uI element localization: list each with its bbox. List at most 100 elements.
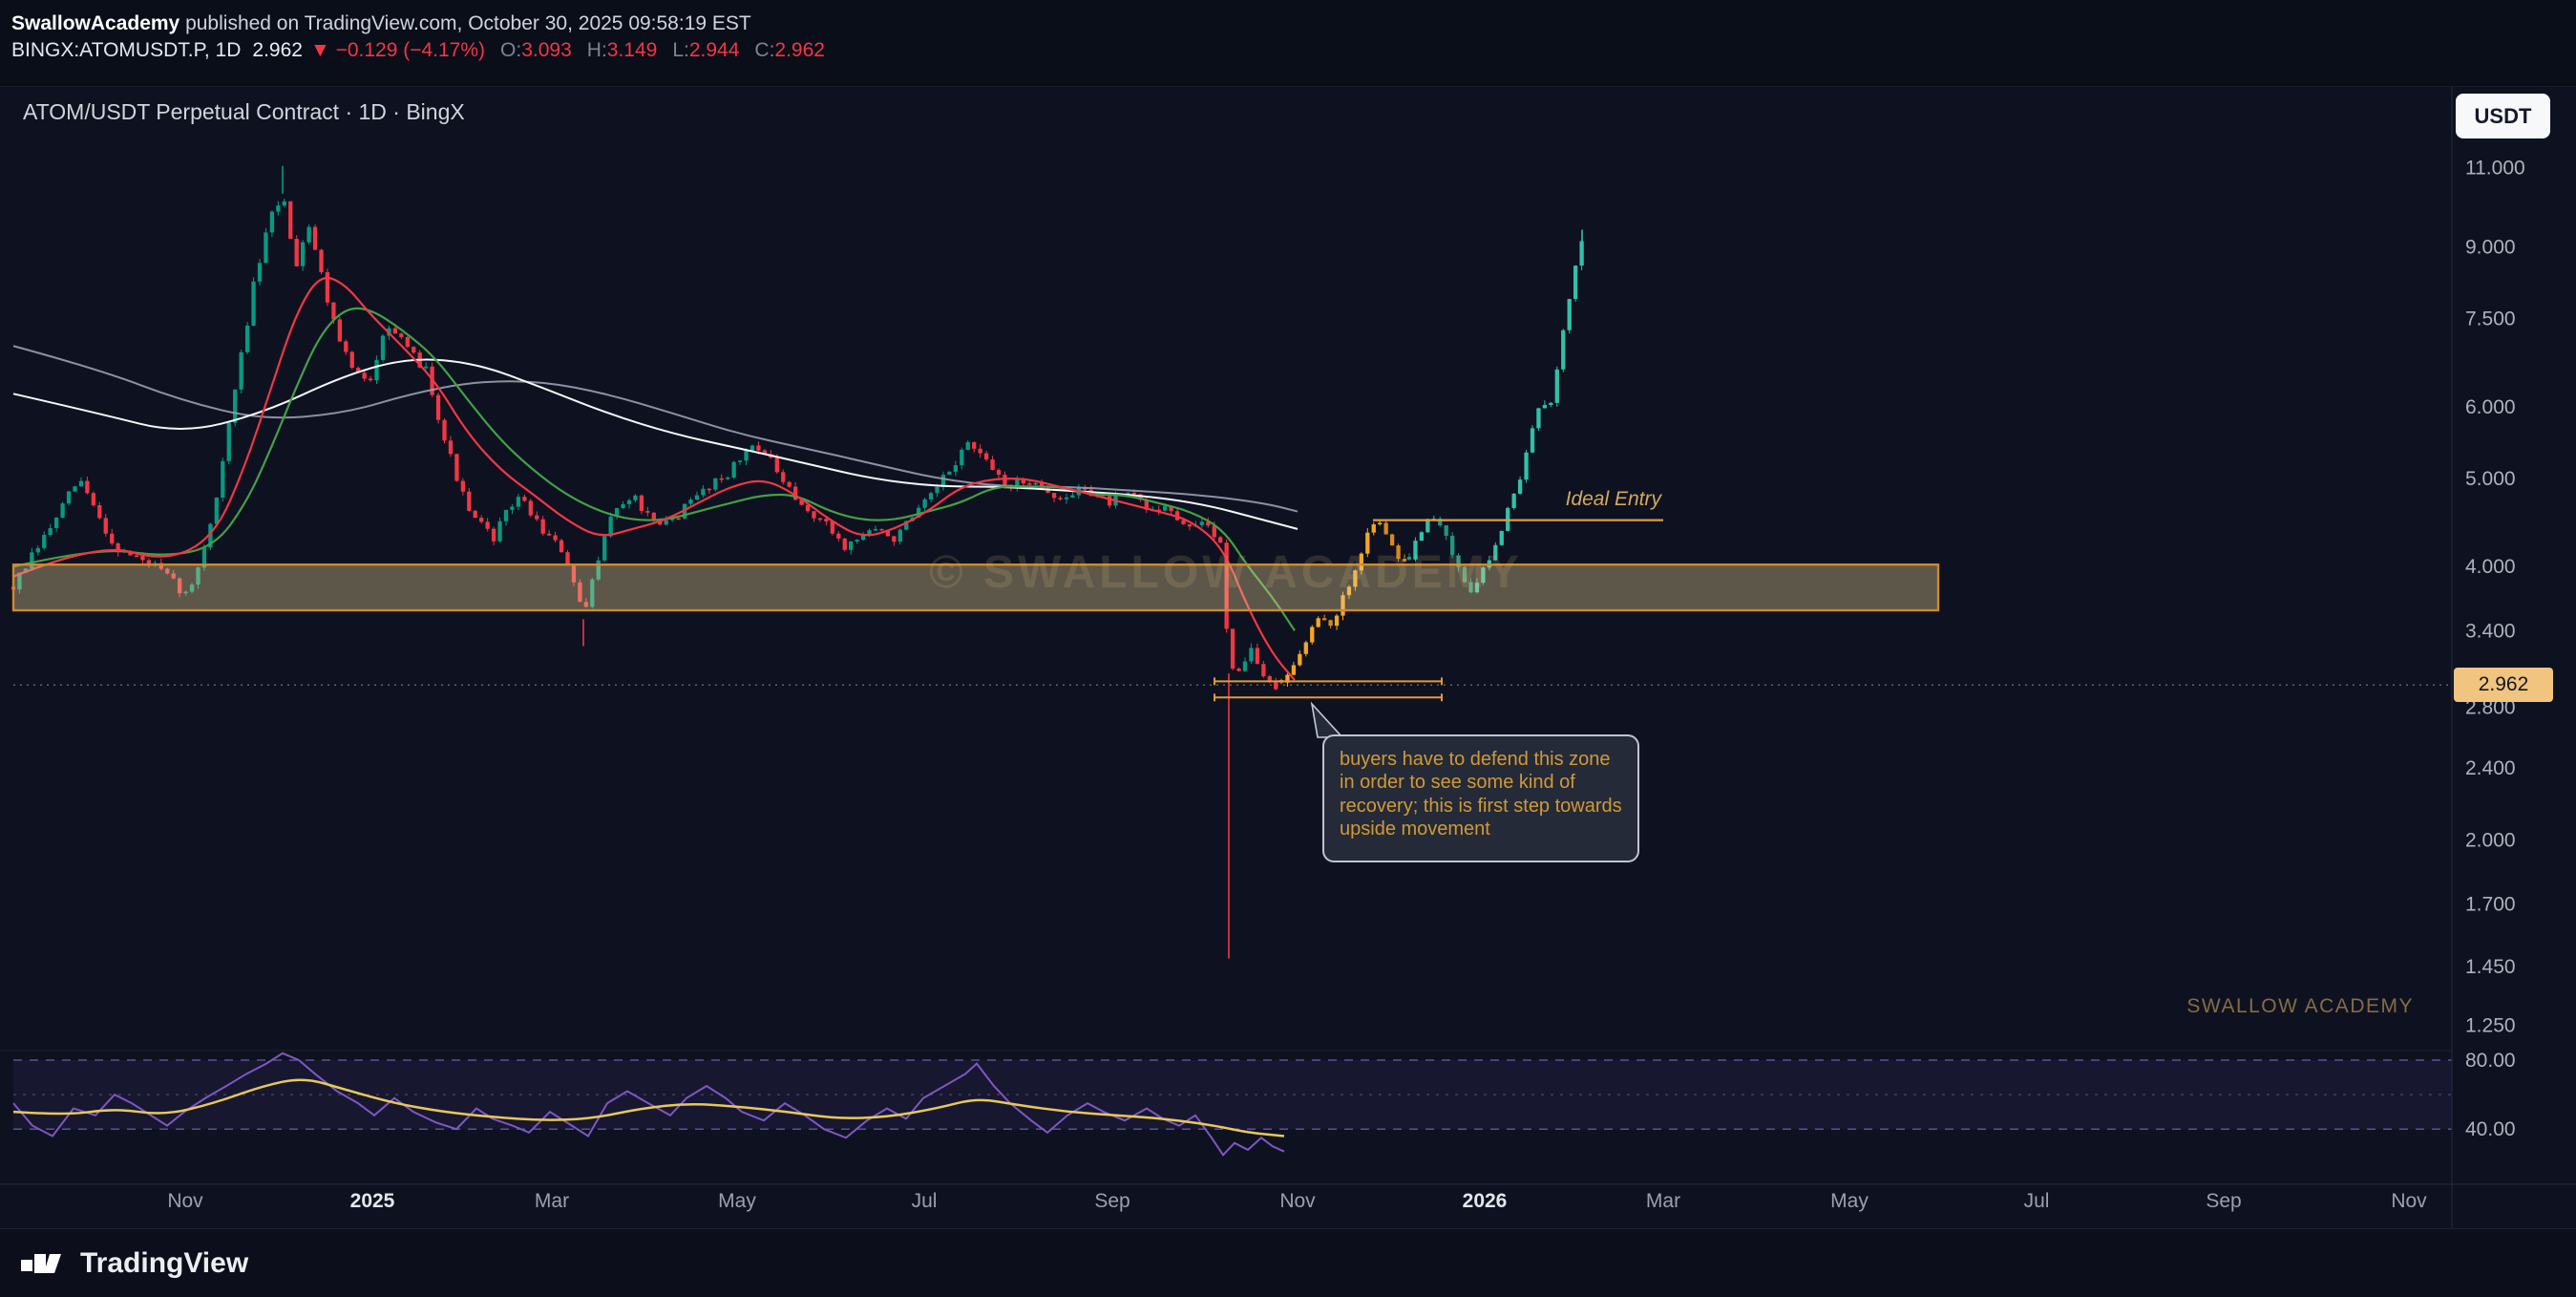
candle-body: [614, 508, 620, 517]
ohlc-low: L:2.944: [672, 39, 739, 62]
analysis-callout[interactable]: buyers have to defend this zone in order…: [1322, 734, 1639, 862]
candle-body: [1359, 553, 1363, 571]
candle-body: [1450, 535, 1455, 556]
candle-body: [1156, 509, 1161, 512]
ma-line-slow-gray: [12, 345, 1299, 513]
candle-body: [1199, 521, 1204, 525]
candle-body: [1554, 369, 1559, 403]
candle-body: [799, 500, 804, 505]
ohlc-open: O:3.093: [500, 39, 572, 62]
candle-body: [1499, 530, 1504, 545]
callout-tail: [1310, 701, 1344, 738]
candle-body: [35, 547, 40, 553]
candle-body: [196, 567, 201, 585]
ohlc-close: C:2.962: [754, 39, 825, 62]
ideal-entry-label[interactable]: Ideal Entry: [1565, 488, 1661, 510]
candle-body: [855, 540, 859, 542]
candle-body: [325, 272, 330, 303]
candle-body: [288, 201, 293, 240]
candle-body: [565, 552, 570, 564]
candle-body: [158, 563, 163, 569]
candle-body: [91, 493, 95, 506]
candle-body: [535, 515, 539, 520]
price-tick-label: 11.000: [2465, 158, 2525, 180]
low-value: 2.944: [688, 39, 740, 61]
candle-body: [793, 486, 798, 500]
candle-body: [497, 521, 502, 542]
candle-body: [1285, 674, 1290, 683]
close-label: C:: [754, 39, 775, 61]
ma-line-slow-white: [12, 358, 1299, 530]
candle-body: [849, 542, 854, 550]
candle-body: [1181, 520, 1186, 524]
candle-body: [1242, 661, 1248, 671]
tradingview-logo[interactable]: [21, 1248, 69, 1279]
candle-body: [1310, 627, 1315, 643]
candle-body: [842, 538, 847, 550]
price-tick-label: 9.000: [2465, 236, 2516, 258]
candle-body: [1218, 537, 1223, 543]
candle-body: [491, 528, 496, 542]
candle-body: [1474, 583, 1480, 593]
candle-body: [694, 495, 700, 500]
candle-body: [467, 491, 472, 511]
time-tick-label: Jul: [2024, 1190, 2050, 1212]
candle-body: [781, 472, 786, 482]
candle-body: [362, 372, 367, 379]
time-tick-label: May: [1830, 1190, 1869, 1212]
candle-body: [1468, 582, 1473, 593]
candle-body: [670, 518, 675, 521]
candle-body: [269, 211, 275, 233]
candle-body: [1064, 497, 1069, 500]
price-tick-label: 1.450: [2465, 956, 2516, 978]
price-tick-label: 4.000: [2465, 556, 2516, 578]
candle-body: [1255, 648, 1260, 665]
footer-bar: TradingView: [0, 1228, 2576, 1297]
candle-body: [774, 457, 779, 473]
candle-body: [239, 351, 243, 390]
time-tick-label: Nov: [1279, 1190, 1316, 1212]
candle-body: [405, 336, 410, 348]
candle-body: [553, 535, 558, 541]
ma-line-mid-green: [12, 307, 1296, 631]
candle-body: [805, 504, 811, 512]
candle-body: [331, 302, 336, 320]
price-tick-label: 1.250: [2465, 1014, 2516, 1036]
candle-body: [885, 529, 891, 537]
candle-body: [935, 486, 940, 494]
candle-body: [1033, 482, 1038, 485]
supply-demand-zone[interactable]: [11, 563, 1940, 612]
candle-body: [731, 461, 736, 478]
candle-body: [1365, 532, 1370, 554]
candle-body: [1298, 653, 1302, 666]
candle-body: [503, 509, 509, 521]
candle-body: [42, 535, 47, 548]
candle-body: [1131, 492, 1137, 495]
currency-toggle-button[interactable]: USDT: [2456, 94, 2550, 138]
candle-body: [66, 491, 72, 504]
tradingview-brand[interactable]: TradingView: [80, 1246, 249, 1279]
candle-body: [201, 547, 207, 568]
candle-body: [183, 591, 188, 594]
candle-body: [978, 448, 982, 454]
price-tick-label: 1.700: [2465, 893, 2516, 915]
candle-body: [1573, 266, 1578, 300]
candle-body: [917, 507, 921, 518]
indicator-line-signal-yellow: [12, 1078, 1285, 1138]
candle-body: [244, 325, 250, 352]
candle-body: [547, 533, 552, 536]
candle-body: [189, 585, 195, 592]
candle-body: [412, 347, 416, 353]
candle-body: [479, 518, 484, 522]
candle-body: [719, 478, 724, 480]
price-tick-label: 2.800: [2465, 696, 2516, 718]
time-tick-label: Mar: [535, 1190, 569, 1212]
candle-body: [103, 518, 108, 534]
candle-body: [928, 493, 934, 500]
author-name[interactable]: SwallowAcademy: [11, 12, 180, 34]
candle-body: [947, 471, 952, 476]
candle-body: [1444, 525, 1448, 536]
candle-body: [1481, 567, 1486, 584]
